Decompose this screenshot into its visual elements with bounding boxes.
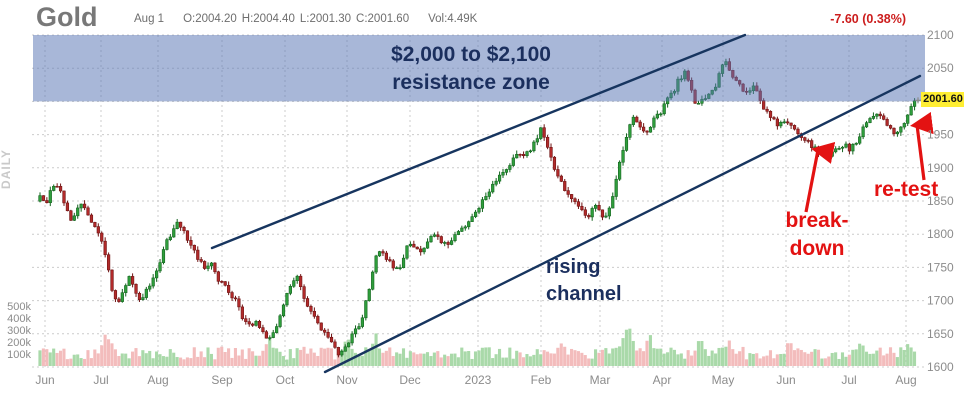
svg-text:Aug: Aug — [147, 373, 168, 387]
svg-text:Feb: Feb — [531, 373, 552, 387]
last-price-tag: 2001.60 — [921, 92, 964, 107]
svg-text:Jun: Jun — [776, 373, 795, 387]
resistance-band — [33, 35, 925, 102]
svg-text:1850: 1850 — [927, 194, 954, 208]
volume-layer — [38, 328, 917, 366]
svg-text:Mar: Mar — [590, 373, 611, 387]
breakdown-annotation: break- down — [770, 207, 864, 264]
arrow-layer — [804, 111, 934, 213]
svg-text:Jul: Jul — [93, 373, 108, 387]
breakdown-line1: break- — [785, 209, 849, 232]
breakdown-line2: down — [789, 237, 845, 261]
svg-text:300k: 300k — [7, 325, 31, 337]
resistance-zone-line2: resistance zone — [392, 71, 550, 95]
svg-text:1900: 1900 — [927, 161, 954, 175]
svg-text:1650: 1650 — [927, 327, 954, 341]
svg-text:Oct: Oct — [276, 373, 295, 387]
svg-text:1600: 1600 — [927, 360, 954, 374]
svg-text:1800: 1800 — [927, 227, 954, 241]
resistance-zone-line1: $2,000 to $2,100 — [391, 43, 551, 66]
resistance-zone-annotation: $2,000 to $2,100 resistance zone — [340, 41, 602, 98]
svg-text:1750: 1750 — [927, 260, 954, 274]
quote-high: H:2004.40 — [241, 13, 295, 25]
svg-text:Sep: Sep — [211, 373, 233, 387]
svg-text:1950: 1950 — [927, 128, 954, 142]
svg-text:2023: 2023 — [465, 373, 492, 387]
rising-channel-annotation: rising channel — [546, 254, 622, 308]
rising-channel-line2: channel — [546, 283, 622, 305]
svg-text:2050: 2050 — [927, 61, 954, 75]
svg-text:Jun: Jun — [35, 373, 54, 387]
quote-volume: Vol:4.49K — [428, 13, 478, 25]
svg-text:200k: 200k — [7, 337, 31, 349]
svg-text:May: May — [712, 373, 735, 387]
quote-open: O:2004.20 — [183, 13, 237, 25]
quote-summary: Aug 1 O:2004.20 H:2004.40 L:2001.30 C:20… — [134, 13, 477, 25]
svg-text:500k: 500k — [7, 301, 31, 313]
axis-labels: 2100 2050 1950 1900 1850 1800 1750 1700 1650 1600… — [7, 28, 954, 387]
svg-text:1700: 1700 — [927, 294, 954, 308]
svg-text:2100: 2100 — [927, 28, 954, 42]
quote-low: L:2001.30 — [299, 13, 352, 25]
last-price-marker — [915, 97, 921, 104]
svg-text:400k: 400k — [7, 313, 31, 325]
quote-date: Aug 1 — [134, 13, 165, 25]
price-change: -7.60 (0.38%) — [830, 12, 906, 26]
svg-text:Dec: Dec — [399, 373, 420, 387]
svg-text:100k: 100k — [7, 349, 31, 361]
svg-text:Jul: Jul — [841, 373, 856, 387]
svg-text:Aug: Aug — [895, 373, 916, 387]
retest-annotation: re-test — [874, 178, 939, 201]
svg-text:Apr: Apr — [653, 373, 672, 387]
quote-close: C:2001.60 — [356, 13, 410, 25]
rising-channel-line1: rising — [546, 256, 601, 278]
svg-text:Nov: Nov — [336, 373, 357, 387]
trendline-layer — [210, 33, 922, 374]
page-title: Gold — [36, 2, 98, 32]
